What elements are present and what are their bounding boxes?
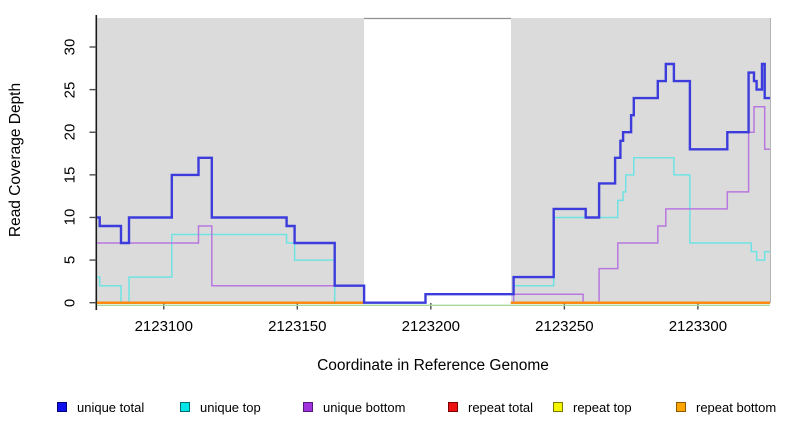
- legend-label: unique bottom: [323, 399, 406, 415]
- y-tick-label: 0: [61, 298, 79, 307]
- y-tick-label: 30: [61, 38, 79, 56]
- series-unique-total-line: [97, 62, 770, 304]
- x-tick-label: 2123300: [668, 318, 728, 335]
- legend-label: repeat total: [468, 399, 534, 415]
- legend-item-unique-top: unique top: [180, 398, 261, 416]
- y-tick-label: 20: [61, 123, 79, 141]
- legend-label: unique total: [77, 399, 145, 415]
- legend-swatch-icon: [676, 402, 686, 412]
- legend-item-repeat-bottom: repeat bottom: [676, 398, 776, 416]
- x-tick-label: 2123250: [535, 318, 594, 335]
- shaded-contig-region: [510, 18, 770, 304]
- legend-swatch-icon: [303, 402, 313, 412]
- legend-swatch-icon: [57, 402, 67, 412]
- legend-label: repeat bottom: [696, 399, 777, 415]
- x-tick-label: 2123100: [134, 318, 193, 335]
- x-tick-label: 2123150: [268, 318, 327, 335]
- legend-item-repeat-total: repeat total: [448, 398, 533, 416]
- legend-label: unique top: [200, 399, 261, 415]
- legend-item-repeat-top: repeat top: [553, 398, 632, 416]
- shaded-contig-region: [97, 18, 365, 304]
- legend-item-unique-total: unique total: [57, 398, 144, 416]
- legend-swatch-icon: [553, 402, 563, 412]
- x-tick-label: 2123200: [401, 318, 461, 335]
- y-tick-label: 15: [61, 166, 79, 184]
- legend-item-unique-bottom: unique bottom: [303, 398, 405, 416]
- y-tick-label: 5: [61, 255, 79, 265]
- series-unique-bottom-line: [97, 225, 365, 287]
- y-axis-title: Read Coverage Depth: [7, 82, 24, 238]
- legend-label: repeat top: [573, 399, 632, 415]
- y-tick-label: 25: [61, 81, 79, 98]
- series-unique-bottom-line: [510, 105, 770, 304]
- legend-swatch-icon: [180, 402, 190, 412]
- legend-swatch-icon: [448, 402, 458, 412]
- series-unique-top-line: [97, 233, 365, 304]
- y-tick-label: 10: [61, 209, 79, 226]
- x-axis-title: Coordinate in Reference Genome: [317, 357, 549, 374]
